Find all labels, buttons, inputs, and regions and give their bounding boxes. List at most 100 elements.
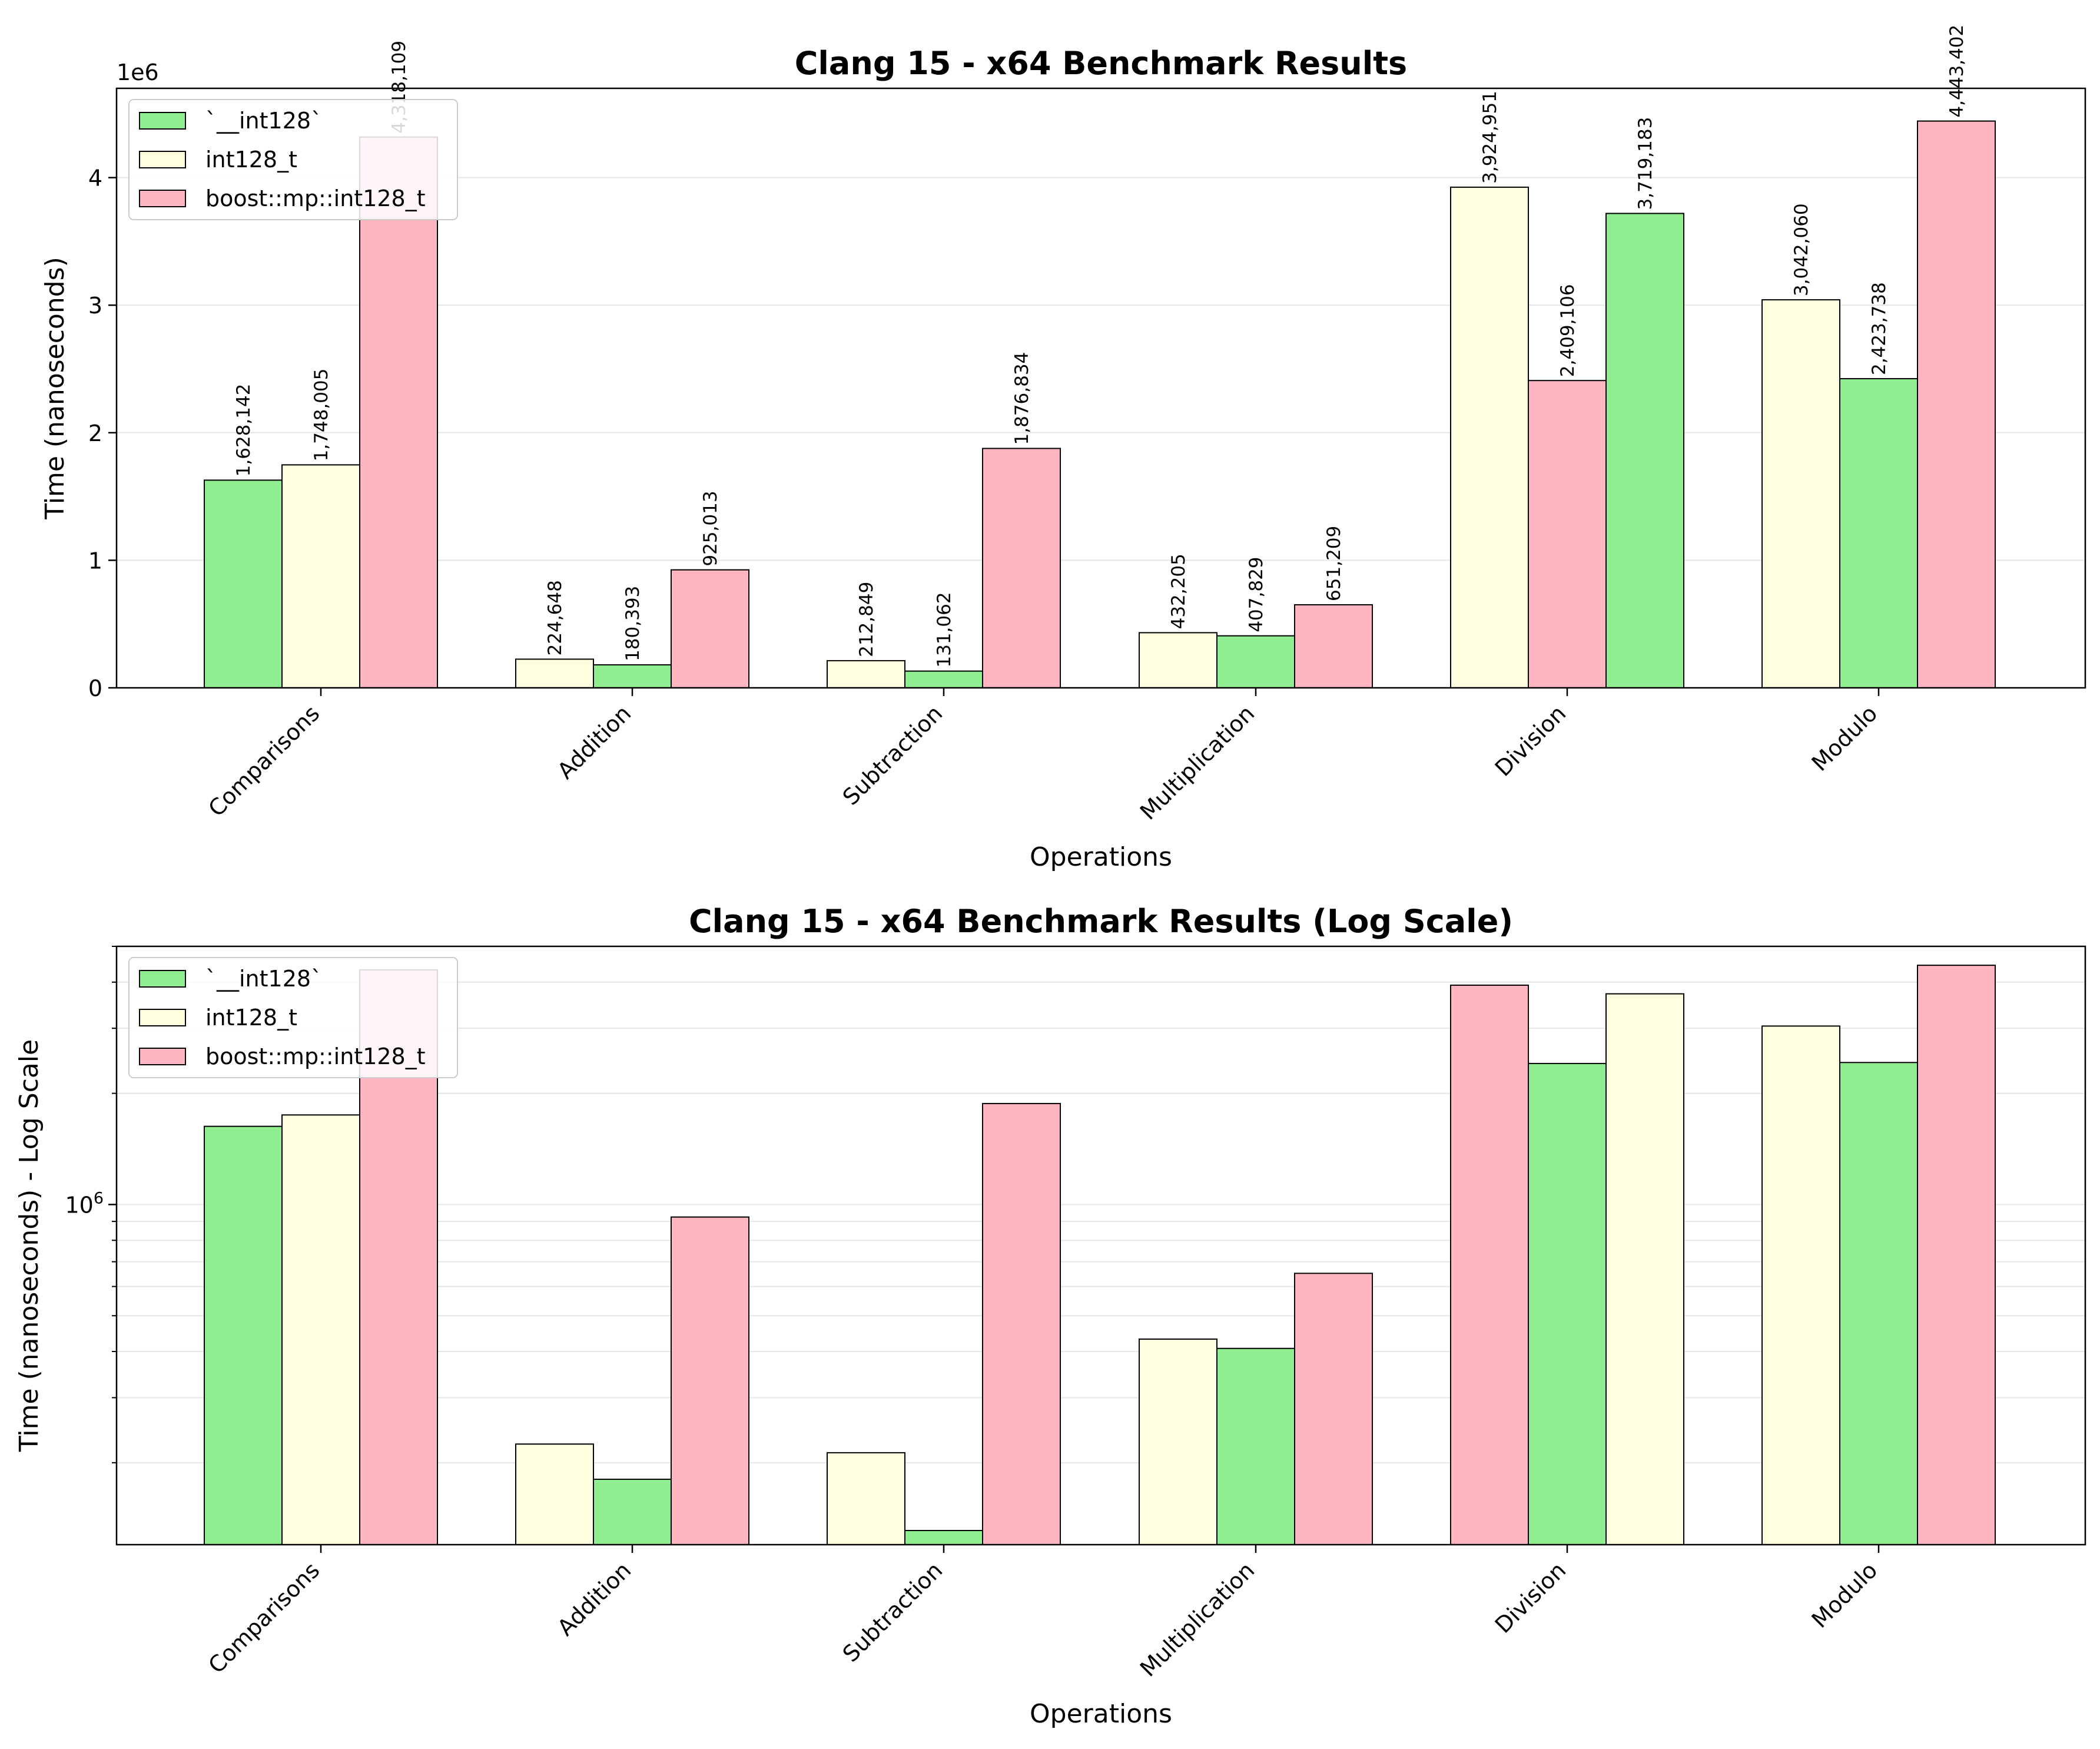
y-axis: 106	[65, 946, 117, 1463]
bar	[1761, 299, 1840, 689]
bar	[1839, 378, 1918, 688]
bar-value-label: 131,062	[934, 592, 955, 667]
bar	[359, 136, 438, 689]
bar-value-label: 1,628,142	[233, 384, 254, 477]
bar	[827, 1452, 905, 1546]
bar	[904, 1529, 983, 1546]
bar-value-label: 3,042,060	[1791, 203, 1812, 296]
x-axis: Comparisons Addition Subtraction Multiplica…	[203, 688, 1882, 825]
legend-entry: `__int128`	[205, 108, 322, 134]
chart-2: Clang 15 - x64 Benchmark Results (Log Sc…	[14, 903, 2086, 1729]
bar-value-label: 180,393	[622, 586, 643, 661]
bar-value-label: 1,876,834	[1011, 352, 1033, 445]
bar	[1216, 1347, 1295, 1545]
bar	[1528, 380, 1607, 688]
bar	[1761, 1025, 1840, 1545]
x-tick-label: Comparisons	[203, 700, 324, 822]
bar	[1216, 635, 1295, 689]
legend-swatch	[139, 151, 186, 168]
plot-frame	[115, 87, 2086, 689]
bar	[1139, 632, 1217, 688]
x-tick-label: Comparisons	[203, 1557, 324, 1678]
bar-value-label: 212,849	[856, 582, 877, 657]
legend-swatch	[139, 112, 186, 130]
bar	[1294, 1273, 1373, 1545]
bar	[1605, 993, 1684, 1545]
bar-value-label: 651,209	[1323, 526, 1345, 601]
legend-entry: boost::mp::int128_t	[205, 1044, 426, 1069]
bar	[593, 1478, 672, 1546]
legend-swatch	[139, 970, 186, 988]
bar-value-label: 3,924,951	[1479, 91, 1501, 184]
y-tick-label: 106	[65, 1189, 104, 1218]
bar	[593, 664, 672, 688]
bar	[281, 464, 360, 688]
bar	[671, 569, 749, 688]
legend-swatch	[139, 1009, 186, 1026]
legend-entry: int128_t	[205, 1005, 297, 1031]
plot-frame	[115, 945, 2086, 1546]
x-tick-label: Multiplication	[1135, 1557, 1259, 1681]
legend-entry: `__int128`	[205, 966, 322, 992]
y-tick-label: 4	[88, 165, 102, 191]
bar-value-label: 407,829	[1246, 556, 1267, 632]
y-offset-label: 1e6	[117, 59, 159, 85]
bar	[904, 670, 983, 689]
x-tick-label: Addition	[552, 700, 636, 784]
y-tick-label: 0	[88, 675, 102, 701]
bar	[281, 1114, 360, 1545]
bar	[204, 479, 283, 688]
bar	[827, 660, 905, 689]
bar	[982, 1102, 1061, 1546]
chart-1: Clang 15 - x64 Benchmark Results 1,628,14…	[40, 25, 2086, 872]
bar	[1917, 120, 1996, 688]
bar-value-label: 925,013	[700, 491, 721, 566]
chart-title: Clang 15 - x64 Benchmark Results (Log Sc…	[689, 903, 1513, 940]
x-tick-label: Division	[1490, 700, 1571, 781]
y-axis-label: Time (nanoseconds)	[40, 257, 70, 520]
legend-box	[128, 99, 458, 220]
x-tick-label: Multiplication	[1135, 700, 1259, 824]
legend-entry: int128_t	[205, 147, 297, 173]
y-tick-label: 3	[88, 293, 102, 319]
x-axis: Comparisons Addition Subtraction Multiplica…	[203, 1545, 1882, 1682]
bar	[1450, 186, 1529, 688]
bar	[1450, 984, 1529, 1545]
bar-value-label: 2,409,106	[1557, 284, 1578, 377]
bar	[982, 448, 1061, 688]
bar-value-label: 2,423,738	[1869, 282, 1890, 375]
x-tick-label: Subtraction	[838, 1557, 948, 1667]
y-tick-label: 2	[88, 420, 102, 446]
bar	[204, 1125, 283, 1546]
gridlines	[117, 946, 2085, 1463]
legend-swatch	[139, 1048, 186, 1065]
bar	[1917, 965, 1996, 1545]
bar	[671, 1216, 749, 1545]
legend-box	[128, 957, 458, 1078]
bar	[515, 658, 594, 688]
bar-value-label: 4,443,402	[1946, 25, 1968, 118]
x-tick-label: Modulo	[1807, 1557, 1883, 1633]
chart-title: Clang 15 - x64 Benchmark Results	[795, 45, 1407, 82]
bar	[515, 1443, 594, 1545]
legend-swatch	[139, 190, 186, 207]
bar-value-label: 1,748,005	[311, 369, 332, 462]
legend-entry: boost::mp::int128_t	[205, 186, 426, 211]
bar-value-label: 432,205	[1168, 554, 1189, 629]
x-tick-label: Modulo	[1807, 700, 1883, 776]
bars	[204, 965, 1996, 1546]
x-tick-label: Division	[1490, 1557, 1571, 1638]
y-axis: 0 1 2 3 4 1e6	[88, 59, 159, 701]
x-tick-label: Subtraction	[838, 700, 948, 810]
x-axis-label: Operations	[1030, 1699, 1172, 1729]
y-tick-label: 1	[88, 548, 102, 574]
bar-value-label: 224,648	[545, 580, 566, 655]
x-tick-label: Addition	[552, 1557, 636, 1641]
bar	[1294, 604, 1373, 689]
bar	[1605, 213, 1684, 688]
bar	[1139, 1338, 1217, 1545]
